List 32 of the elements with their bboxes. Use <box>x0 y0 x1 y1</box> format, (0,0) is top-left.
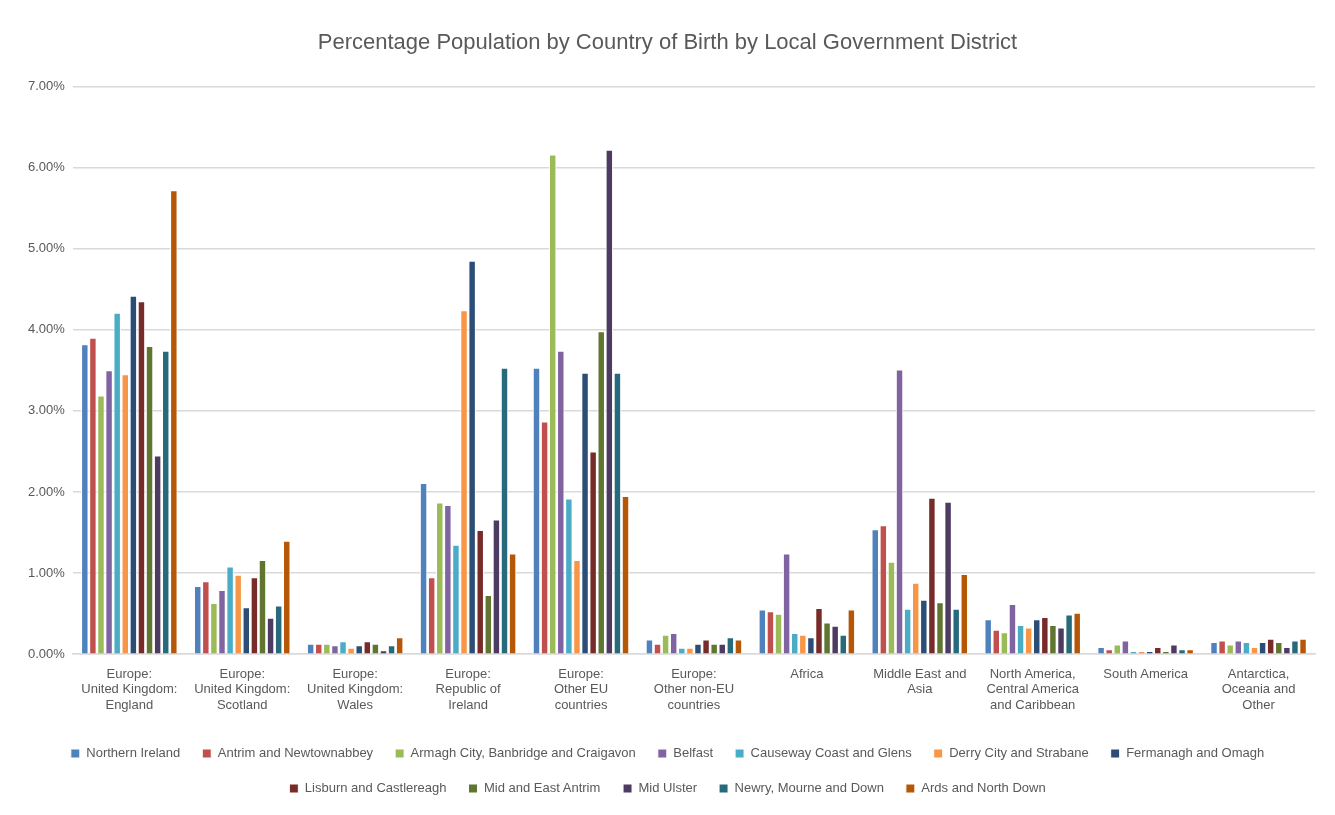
x-tick-label: Antarctica, Oceania and Other <box>1221 665 1296 712</box>
y-tick-label: 1.00% <box>27 564 66 580</box>
legend-label: Northern Ireland <box>86 745 181 761</box>
x-tick-label: Middle East and Asia <box>873 665 967 697</box>
legend-label: Antrim and Newtownabbey <box>217 745 374 761</box>
legend-label: Armagh City, Banbridge and Craigavon <box>410 745 636 761</box>
chart-title: Percentage Population by Country of Birth by Local Government District <box>317 29 1018 55</box>
legend-label: Derry City and Strabane <box>949 745 1089 761</box>
x-tick-label: Europe: Other non-EU countries <box>653 665 735 712</box>
legend-label: Lisburn and Castlereagh <box>304 780 447 796</box>
legend-label: Mid Ulster <box>638 780 698 796</box>
legend-label: Mid and East Antrim <box>484 780 601 796</box>
y-tick-label: 3.00% <box>27 402 66 418</box>
x-tick-label: Europe: United Kingdom: Scotland <box>194 665 291 712</box>
y-tick-label: 5.00% <box>27 240 66 256</box>
x-tick-label: Europe: United Kingdom: Wales <box>307 665 404 712</box>
legend-label: Fermanagh and Omagh <box>1126 745 1265 761</box>
x-tick-label: North America, Central America and Caribbean <box>986 665 1080 712</box>
y-tick-label: 2.00% <box>27 483 66 499</box>
y-tick-label: 0.00% <box>27 645 66 661</box>
legend-label: Causeway Coast and Glens <box>750 745 913 761</box>
y-tick-label: 4.00% <box>27 321 66 337</box>
y-tick-label: 6.00% <box>27 159 66 175</box>
legend-label: Belfast <box>673 745 714 761</box>
y-tick-label: 7.00% <box>27 77 66 93</box>
legend-label: Ards and North Down <box>921 780 1046 796</box>
x-tick-label: South America <box>1103 665 1189 681</box>
x-tick-label: Europe: Republic of Ireland <box>435 665 501 712</box>
x-tick-label: Africa <box>790 665 825 681</box>
x-tick-label: Europe: United Kingdom: England <box>81 665 178 712</box>
x-tick-label: Europe: Other EU countries <box>553 665 609 712</box>
legend-label: Newry, Mourne and Down <box>734 780 884 796</box>
